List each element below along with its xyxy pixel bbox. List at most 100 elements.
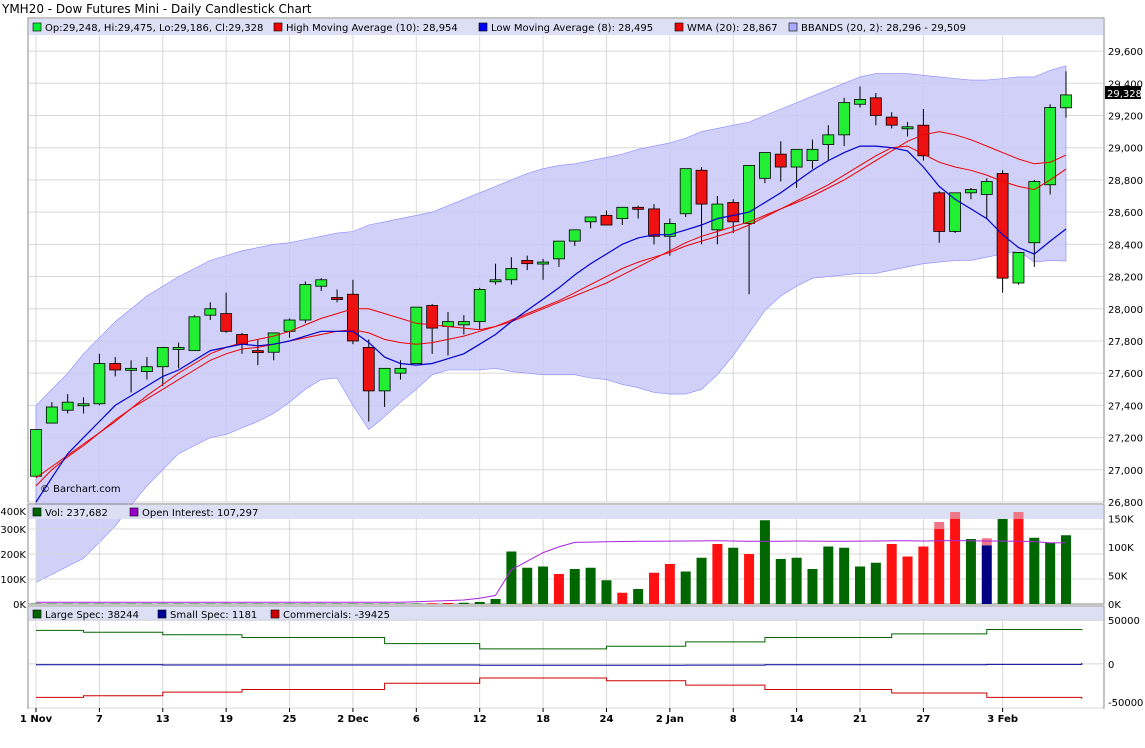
candle bbox=[30, 429, 42, 477]
legend-entry: Commercials: -39425 bbox=[283, 610, 390, 621]
volume-bar bbox=[300, 603, 311, 604]
legend-swatch bbox=[129, 507, 139, 517]
candle bbox=[854, 86, 866, 108]
volume-bars bbox=[31, 512, 1071, 604]
candle-body bbox=[125, 367, 137, 371]
candle bbox=[996, 170, 1009, 293]
x-tick-label: 2 Dec bbox=[337, 714, 369, 725]
candle-body bbox=[188, 316, 201, 352]
legend-entry: Op:29,248, Hi:29,475, Lo:29,186, Cl:29,3… bbox=[45, 23, 263, 34]
candle-body bbox=[711, 203, 724, 231]
legend-entry: Open Interest: 107,297 bbox=[142, 508, 258, 519]
candle bbox=[331, 289, 343, 303]
legend-swatch bbox=[32, 22, 42, 32]
volume-left-tick-label: 300K bbox=[0, 525, 26, 536]
watermark: © Barchart.com bbox=[40, 484, 121, 495]
cot-y-axis: -50000 0 50000 bbox=[1108, 616, 1143, 709]
candle bbox=[204, 302, 217, 321]
legend-entry: Large Spec: 38244 bbox=[45, 610, 139, 621]
price-tick-label: 29,400 bbox=[1108, 79, 1143, 90]
cot-panel: -50000 0 50000 Large Spec: 38244 Small Spec… bbox=[27, 605, 1143, 709]
candle bbox=[45, 402, 58, 424]
candle bbox=[632, 205, 645, 219]
x-tick-label: 13 bbox=[156, 714, 170, 725]
volume-right-tick-label: 50K bbox=[1108, 571, 1128, 582]
x-tick-label: 12 bbox=[473, 714, 487, 725]
candle-body bbox=[806, 148, 819, 162]
candle bbox=[378, 367, 391, 407]
x-tick-label: 21 bbox=[853, 714, 867, 725]
candle bbox=[109, 357, 122, 377]
volume-panel: 0K 100K 200K 300K 400K 0K 50K 100K 150K Vol: 23… bbox=[0, 503, 1134, 611]
candle bbox=[774, 141, 787, 182]
price-tick-label: 27,600 bbox=[1108, 369, 1143, 380]
volume-left-tick-label: 0K bbox=[13, 600, 26, 611]
volume-bar bbox=[506, 551, 517, 604]
volume-bar bbox=[141, 603, 152, 604]
volume-bar bbox=[205, 603, 216, 604]
volume-bar bbox=[395, 603, 406, 604]
legend-swatch bbox=[32, 609, 42, 619]
candle-body bbox=[141, 366, 153, 372]
volume-bar bbox=[347, 603, 358, 604]
candle bbox=[600, 210, 613, 226]
volume-bar bbox=[855, 566, 865, 604]
candle bbox=[125, 360, 137, 393]
legend-swatch bbox=[788, 22, 798, 32]
volume-bar bbox=[157, 603, 168, 604]
volume-bar bbox=[474, 602, 485, 604]
legend-swatch bbox=[157, 609, 167, 619]
candle bbox=[457, 315, 470, 335]
volume-bar bbox=[458, 602, 469, 604]
volume-bar bbox=[728, 547, 739, 604]
price-panel: 26,800 27,000 27,200 27,400 27,600 27,800 28,0… bbox=[27, 17, 1143, 583]
candle bbox=[869, 92, 882, 126]
candle bbox=[933, 191, 946, 243]
volume-right-tick-label: 150K bbox=[1108, 514, 1134, 525]
candle bbox=[695, 167, 708, 245]
candle bbox=[473, 287, 486, 330]
candle bbox=[679, 168, 692, 217]
candle-body bbox=[93, 363, 106, 405]
volume-bar bbox=[934, 529, 945, 604]
small-spec-line bbox=[36, 662, 1083, 666]
candle-body bbox=[299, 284, 312, 321]
volume-bar bbox=[617, 592, 628, 604]
candle-body bbox=[632, 206, 645, 210]
volume-left-tick-label: 400K bbox=[0, 507, 26, 518]
last-price-box bbox=[1105, 86, 1141, 99]
volume-bar bbox=[363, 603, 374, 604]
x-tick-label: 1 Nov bbox=[20, 714, 53, 725]
candle bbox=[743, 165, 755, 295]
price-tick-label: 28,400 bbox=[1108, 240, 1143, 251]
volume-bar bbox=[791, 557, 802, 604]
candle bbox=[362, 339, 375, 422]
price-legend-bg bbox=[29, 19, 1103, 35]
x-tick-label: 8 bbox=[730, 714, 737, 725]
candle-body bbox=[869, 97, 882, 116]
cot-legend: Large Spec: 38244 Small Spec: 1181 Commerc… bbox=[32, 609, 390, 621]
volume-bar bbox=[839, 547, 850, 604]
volume-bar bbox=[712, 544, 723, 604]
volume-bar bbox=[1045, 542, 1056, 604]
candle-body bbox=[251, 350, 264, 354]
candle bbox=[1012, 251, 1025, 285]
x-tick-label: 27 bbox=[916, 714, 930, 725]
candle bbox=[299, 281, 312, 324]
candle bbox=[553, 240, 565, 267]
x-tick-label: 3 Feb bbox=[987, 714, 1018, 725]
volume-bar bbox=[332, 603, 343, 604]
price-tick-label: 29,000 bbox=[1108, 144, 1143, 155]
candle bbox=[251, 339, 264, 366]
x-tick-label: 14 bbox=[790, 714, 804, 725]
candle-body bbox=[854, 99, 866, 105]
candle bbox=[347, 279, 359, 345]
candle-body bbox=[663, 223, 676, 237]
candle bbox=[93, 353, 106, 406]
volume-bar bbox=[759, 520, 770, 604]
volume-bar bbox=[538, 566, 549, 604]
candle-body bbox=[917, 124, 930, 157]
price-tick-label: 27,200 bbox=[1108, 434, 1143, 445]
volume-bar bbox=[46, 603, 57, 604]
cot-tick-label: 0 bbox=[1108, 660, 1114, 671]
